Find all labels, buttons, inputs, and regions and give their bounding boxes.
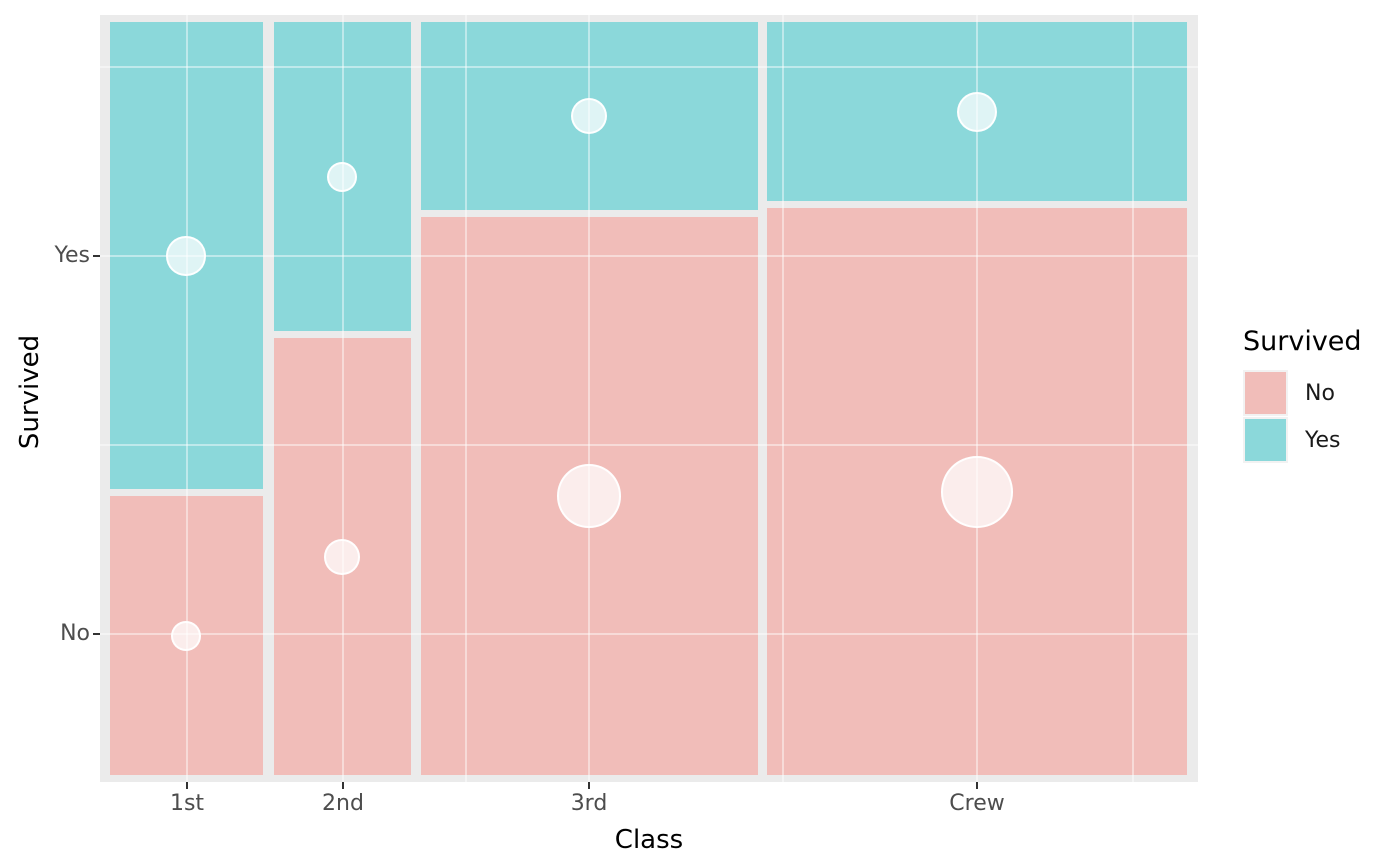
y-tick-label-no: No <box>60 621 90 646</box>
legend-key-yes: Yes <box>1243 417 1362 463</box>
legend-swatch-fill-no <box>1245 372 1286 414</box>
legend-swatch-fill-yes <box>1245 419 1286 461</box>
gridline-vertical-major <box>342 15 344 782</box>
x-tick-mark-1st <box>186 782 188 789</box>
legend-keys: No Yes <box>1243 370 1362 463</box>
gridline-vertical-minor <box>782 15 784 782</box>
gridline-horizontal-major <box>100 633 1198 635</box>
gridline-vertical-major <box>186 15 188 782</box>
legend-label-no: No <box>1305 380 1335 406</box>
y-axis-title: Survived <box>15 334 45 450</box>
gridline-vertical-minor <box>1132 15 1134 782</box>
gridline-horizontal-minor <box>100 66 1198 68</box>
gridline-vertical-minor <box>465 15 467 782</box>
legend-key-no: No <box>1243 370 1362 416</box>
y-tick-mark-no <box>93 633 100 635</box>
x-tick-mark-3rd <box>588 782 590 789</box>
x-tick-mark-crew <box>976 782 978 789</box>
legend-title: Survived <box>1243 326 1362 357</box>
x-tick-label-2nd: 2nd <box>322 791 364 816</box>
gridline-horizontal-major <box>100 255 1198 257</box>
count-point-2nd-no <box>324 539 360 575</box>
gridline-vertical-major <box>588 15 590 782</box>
count-point-crew-no <box>941 456 1013 528</box>
gridline-horizontal-minor <box>100 444 1198 446</box>
count-point-crew-yes <box>956 91 998 133</box>
legend-swatch-yes <box>1243 417 1288 463</box>
legend-label-yes: Yes <box>1305 427 1341 453</box>
y-tick-mark-yes <box>93 255 100 257</box>
y-tick-label-yes: Yes <box>54 243 90 268</box>
legend: Survived No Yes <box>1243 326 1362 464</box>
x-tick-label-3rd: 3rd <box>570 791 608 816</box>
count-point-2nd-yes <box>327 162 357 192</box>
x-tick-label-1st: 1st <box>169 791 205 816</box>
gridline-vertical-major <box>976 15 978 782</box>
x-tick-label-crew: Crew <box>949 791 1005 816</box>
x-axis-title: Class <box>614 825 684 855</box>
legend-swatch-no <box>1243 370 1288 416</box>
x-tick-mark-2nd <box>342 782 344 789</box>
count-point-3rd-no <box>557 464 621 528</box>
count-point-3rd-yes <box>570 97 608 135</box>
count-point-1st-no <box>170 620 202 652</box>
count-point-1st-yes <box>166 236 206 276</box>
